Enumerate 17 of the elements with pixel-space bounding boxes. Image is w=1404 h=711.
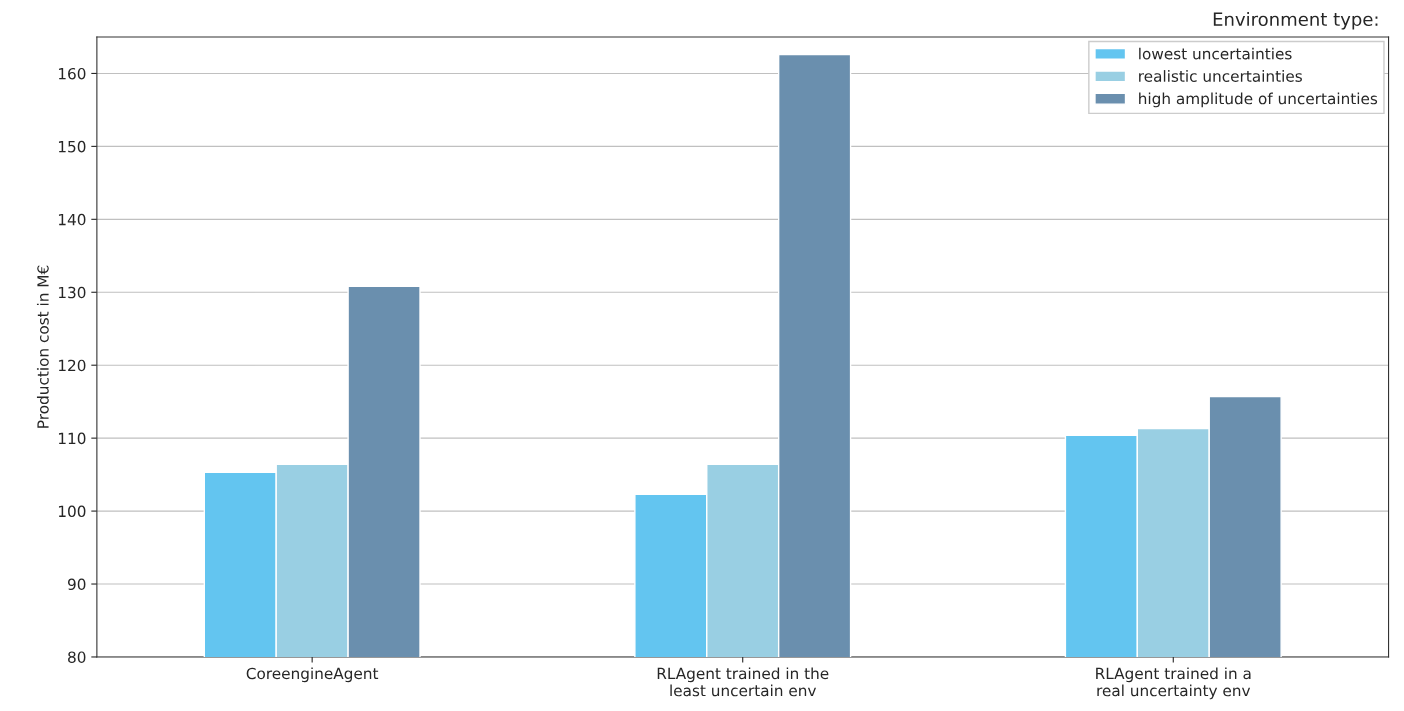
legend-label: lowest uncertainties — [1139, 47, 1292, 60]
y-tick-label: 120 — [58, 359, 86, 372]
x-tick-label: RLAgent trained in the least uncertain env — [657, 667, 829, 697]
legend-title: Environment type: — [1213, 12, 1378, 30]
y-tick-label: 160 — [58, 67, 86, 80]
x-tick-label: CoreengineAgent — [246, 667, 379, 683]
y-tick-label: 150 — [58, 140, 86, 153]
x-tick-label: RLAgent trained in a real uncertainty env — [1096, 667, 1251, 700]
y-tick-label: 130 — [58, 286, 86, 299]
y-axis-title: Production cost in M€ — [36, 265, 49, 428]
legend-label: realistic uncertainties — [1139, 70, 1302, 82]
y-tick-label: 100 — [58, 505, 86, 518]
y-tick-label: 140 — [58, 213, 86, 226]
legend-label: high amplitude of uncertainties — [1139, 92, 1378, 108]
y-tick-label: 110 — [58, 432, 86, 445]
y-tick-label: 80 — [68, 651, 86, 663]
y-tick-label: 90 — [67, 578, 86, 591]
